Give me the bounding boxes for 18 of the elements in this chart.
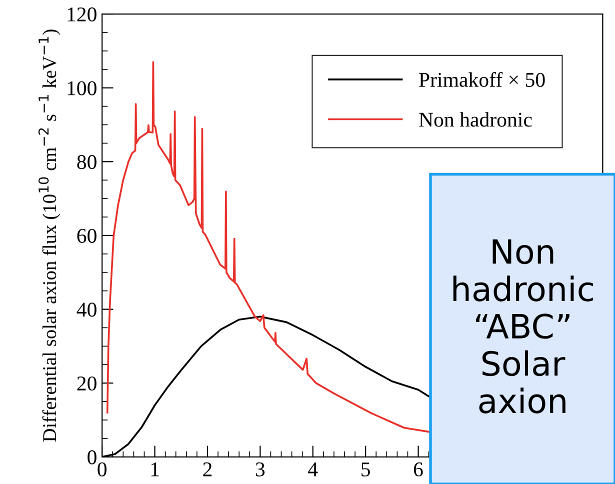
- y-tick-label: 100: [68, 81, 96, 96]
- text: Differential solar axion flux (10$^{10}$ cm$^{−2}$ s$^{−1}$ keV$^{−1}$): [38, 30, 60, 442]
- y-tick-label: 40: [76, 302, 96, 317]
- x-tick-label: 1: [151, 462, 159, 476]
- legend-label: Non hadronic: [419, 112, 532, 127]
- y-tick-label: 80: [77, 155, 96, 170]
- y-tick-label: 120: [68, 7, 96, 22]
- x-tick-label: 4: [308, 462, 318, 476]
- x-tick-label: 2: [203, 462, 212, 476]
- y-tick-label: 0: [88, 450, 96, 464]
- annotation: Non hadronic “ABC” Solar axion: [453, 239, 594, 414]
- y-tick-label: 60: [77, 228, 96, 243]
- x-tick-label: 6: [414, 462, 423, 476]
- legend-label: Primakoff × 50: [419, 72, 545, 87]
- x-tick-label: 5: [362, 462, 370, 476]
- x-tick-label: 3: [256, 462, 265, 476]
- y-tick-label: 20: [77, 376, 96, 391]
- x-tick-label: 0: [98, 462, 107, 476]
